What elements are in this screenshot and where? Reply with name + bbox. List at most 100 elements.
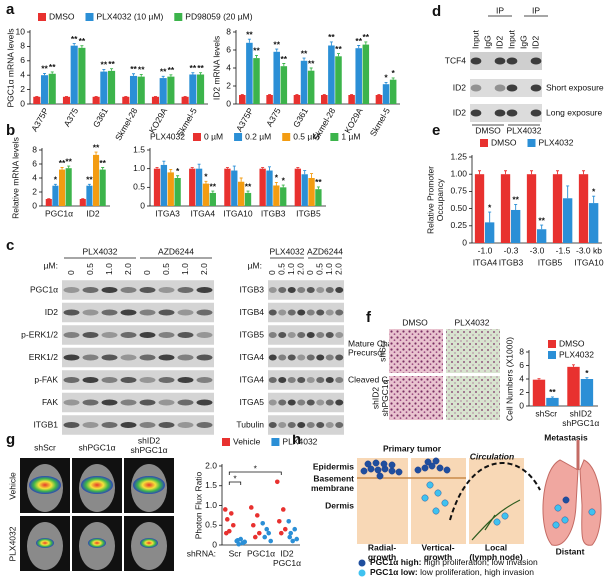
blot-band <box>306 309 315 316</box>
tumor-cell <box>424 458 432 466</box>
bar <box>578 174 589 243</box>
blot-band <box>494 57 506 65</box>
bar <box>93 154 100 206</box>
tissue <box>469 458 524 544</box>
blot-band <box>82 287 99 293</box>
blot-lane-strip <box>268 370 344 390</box>
blot-dose: 0.5 <box>85 263 95 275</box>
data-point <box>266 530 272 536</box>
bar <box>122 96 130 104</box>
blot-band <box>101 332 118 338</box>
blot-band <box>278 422 287 428</box>
blot-band <box>316 399 325 406</box>
error-bar <box>571 364 575 367</box>
error-bar <box>274 182 278 186</box>
data-point <box>236 541 242 547</box>
data-point <box>286 519 292 524</box>
error-bar <box>384 81 388 85</box>
legend-label: PD98059 (20 µM) <box>185 11 252 21</box>
data-point <box>294 536 300 542</box>
error-bar <box>530 170 534 175</box>
blot-row-label: ITGA5 <box>239 397 264 407</box>
y-axis-label: Relative Promoter <box>425 166 435 234</box>
tumor-cell <box>434 489 442 497</box>
significance-label: ** <box>308 58 315 68</box>
blot-band <box>139 354 156 361</box>
blot-band <box>325 309 334 316</box>
bar <box>511 209 521 243</box>
blot-unit: µM: <box>44 260 58 270</box>
bar <box>86 185 93 206</box>
bar <box>375 95 383 104</box>
significance-label: ** <box>99 158 106 168</box>
bar <box>238 181 245 206</box>
significance-label: ** <box>281 54 288 64</box>
bar <box>160 164 168 206</box>
blot-band <box>120 422 137 428</box>
ip-label: IP <box>496 5 504 15</box>
bar <box>62 96 71 104</box>
blot-band <box>297 422 306 428</box>
tumor-cell <box>588 508 596 516</box>
blot-band <box>158 399 175 406</box>
blot-lane-strip <box>268 392 344 413</box>
blot-band <box>494 109 506 117</box>
legend-description: low proliferation, high invasion <box>418 567 535 577</box>
significance-label: ** <box>79 36 86 46</box>
blot-band <box>325 422 334 428</box>
tumor-cell <box>414 466 422 474</box>
error-bar <box>94 151 98 155</box>
blot-band <box>177 399 194 406</box>
blot-band <box>177 422 194 428</box>
blot-dose: 0 <box>66 270 76 275</box>
blot-band <box>63 422 80 428</box>
blot-band <box>120 399 137 406</box>
blot-band <box>63 377 80 383</box>
blot-row-label: ITGA4 <box>239 352 264 362</box>
blot-band <box>297 309 306 316</box>
x-axis-label: shRNA: <box>187 548 216 558</box>
error-bar <box>50 71 54 74</box>
blot-lane-strip <box>268 415 344 435</box>
significance-label: * <box>585 368 589 378</box>
blot-band <box>297 287 306 293</box>
legend-label: DMSO <box>49 11 75 21</box>
blot-dose: 0.5 <box>315 263 325 275</box>
blot-dose: 0 <box>267 270 277 275</box>
blot-band <box>530 109 542 117</box>
bar <box>99 169 106 206</box>
data-point <box>228 511 234 516</box>
significance-label: * <box>254 463 258 473</box>
error-bar <box>302 57 306 61</box>
y-tick-label: 8 <box>20 41 25 51</box>
error-bar <box>303 170 307 175</box>
significance-label: * <box>282 175 286 185</box>
y-tick-label: 2 <box>226 80 231 90</box>
x-tick-label: G361 <box>291 106 310 129</box>
bar <box>348 95 355 104</box>
significance-label: ** <box>245 181 252 191</box>
blot-band <box>335 354 344 361</box>
stage-label: Vertical- <box>421 542 454 552</box>
significance-label: ** <box>363 32 370 42</box>
blot-band <box>335 399 344 406</box>
blot-band <box>196 354 213 361</box>
blot-lane-strip <box>268 280 344 300</box>
blot-band <box>101 377 118 383</box>
blot-band <box>278 354 287 361</box>
data-point <box>254 513 260 518</box>
bar <box>273 185 280 206</box>
x-tick-label: ITGA10 <box>223 208 253 218</box>
blot-band <box>335 422 344 428</box>
blot-band <box>177 377 194 383</box>
blot-band <box>335 309 344 316</box>
blot-band <box>196 309 213 316</box>
bar <box>100 71 108 104</box>
error-bar <box>43 72 47 76</box>
blot-band <box>139 422 156 428</box>
blot-band <box>120 354 137 361</box>
blot-band <box>82 354 99 361</box>
data-point <box>222 507 228 512</box>
error-bar <box>247 38 251 43</box>
blot-band <box>139 309 156 316</box>
